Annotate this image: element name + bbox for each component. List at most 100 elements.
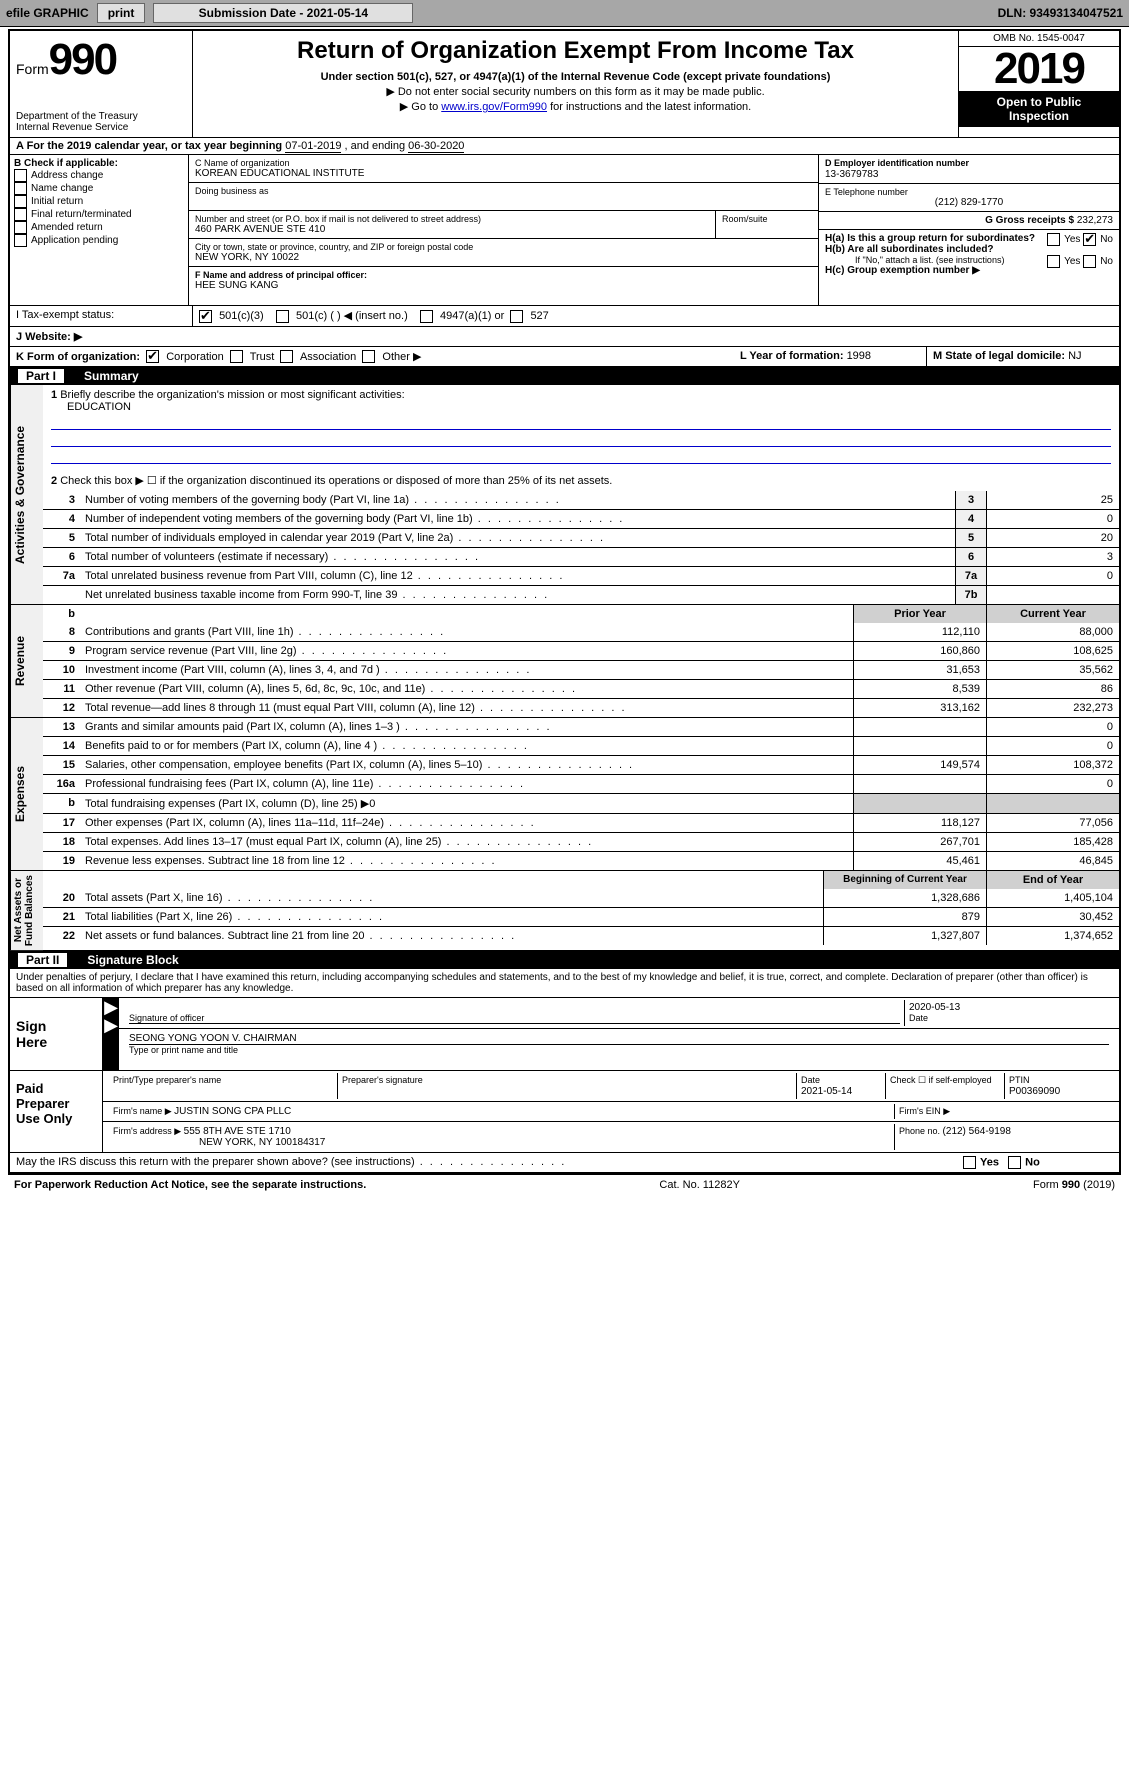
form-title: Return of Organization Exempt From Incom… — [201, 37, 950, 65]
checkbox-amended[interactable] — [14, 221, 27, 234]
sign-date: 2020-05-13 — [909, 1002, 1109, 1013]
ha-yes[interactable] — [1047, 233, 1060, 246]
tax-status-label: I Tax-exempt status: — [16, 309, 114, 321]
open-to-public: Open to PublicInspection — [959, 91, 1119, 127]
form-990: Form990 Department of the Treasury Inter… — [8, 29, 1121, 1174]
year-formed: 1998 — [847, 350, 871, 362]
website-label: J Website: ▶ — [10, 327, 88, 346]
cb-trust[interactable] — [230, 350, 243, 363]
street-address: 460 PARK AVENUE STE 410 — [195, 224, 709, 235]
org-name: KOREAN EDUCATIONAL INSTITUTE — [195, 168, 812, 179]
discuss-yes[interactable] — [963, 1156, 976, 1169]
cb-501c[interactable] — [276, 310, 289, 323]
ha-no[interactable] — [1083, 233, 1096, 246]
checkbox-initial-return[interactable] — [14, 195, 27, 208]
subtitle-1: Under section 501(c), 527, or 4947(a)(1)… — [201, 71, 950, 83]
table-row: 4Number of independent voting members of… — [43, 509, 1119, 528]
efile-label: efile GRAPHIC — [6, 6, 89, 20]
state-domicile: NJ — [1068, 350, 1081, 362]
hb-no[interactable] — [1083, 255, 1096, 268]
ein-value: 13-3679783 — [825, 169, 1113, 180]
prep-sig-hdr: Preparer's signature — [338, 1073, 797, 1099]
table-row: 21Total liabilities (Part X, line 26)879… — [43, 907, 1119, 926]
table-row: 15Salaries, other compensation, employee… — [43, 755, 1119, 774]
street-label: Number and street (or P.O. box if mail i… — [195, 214, 709, 224]
officer-printed-name: SEONG YONG YOON V. CHAIRMAN — [129, 1033, 1109, 1045]
table-row: Net unrelated business taxable income fr… — [43, 585, 1119, 604]
side-expenses: Expenses — [10, 718, 43, 870]
org-name-label: C Name of organization — [195, 158, 812, 168]
table-row: 16aProfessional fundraising fees (Part I… — [43, 774, 1119, 793]
room-label: Room/suite — [722, 214, 812, 224]
toolbar: efile GRAPHIC print Submission Date - 20… — [0, 0, 1129, 27]
table-row: bTotal fundraising expenses (Part IX, co… — [43, 793, 1119, 813]
firm-ein-label: Firm's EIN ▶ — [895, 1104, 1113, 1119]
table-row: 3Number of voting members of the governi… — [43, 491, 1119, 509]
city-state-zip: NEW YORK, NY 10022 — [195, 252, 812, 263]
cb-527[interactable] — [510, 310, 523, 323]
table-row: 7aTotal unrelated business revenue from … — [43, 566, 1119, 585]
officer-name: HEE SUNG KANG — [195, 280, 812, 291]
hb-yes[interactable] — [1047, 255, 1060, 268]
table-row: 14Benefits paid to or for members (Part … — [43, 736, 1119, 755]
side-revenue: Revenue — [10, 605, 43, 717]
row-a-tax-year: A For the 2019 calendar year, or tax yea… — [10, 138, 1119, 155]
form-ref: Form 990 (2019) — [1033, 1179, 1115, 1191]
cb-corp[interactable] — [146, 350, 159, 363]
sign-arrow-icon: ▶▶ — [103, 998, 119, 1070]
gross-receipts-value: 232,273 — [1077, 215, 1113, 226]
discuss-no[interactable] — [1008, 1156, 1021, 1169]
cb-501c3[interactable] — [199, 310, 212, 323]
ein-label: D Employer identification number — [825, 158, 969, 168]
name-title-label: Type or print name and title — [129, 1045, 1109, 1055]
line-2: Check this box ▶ ☐ if the organization d… — [60, 475, 612, 487]
checkbox-app-pending[interactable] — [14, 234, 27, 247]
side-net-assets: Net Assets or Fund Balances — [10, 871, 43, 950]
discuss-question: May the IRS discuss this return with the… — [10, 1153, 957, 1172]
hdr-prior: Prior Year — [853, 605, 986, 623]
dln-label: DLN: 93493134047521 — [998, 6, 1123, 20]
hdr-curr: Current Year — [986, 605, 1119, 623]
table-row: 18Total expenses. Add lines 13–17 (must … — [43, 832, 1119, 851]
table-row: 22Net assets or fund balances. Subtract … — [43, 926, 1119, 945]
firm-phone: (212) 564-9198 — [943, 1126, 1011, 1137]
dept-label: Department of the Treasury Internal Reve… — [16, 111, 186, 133]
checkbox-final-return[interactable] — [14, 208, 27, 221]
firm-name: JUSTIN SONG CPA PLLC — [174, 1106, 291, 1117]
checkbox-address-change[interactable] — [14, 169, 27, 182]
dba-label: Doing business as — [195, 186, 812, 196]
col-b-checkboxes: B Check if applicable: Address change Na… — [10, 155, 189, 305]
gross-receipts-label: G Gross receipts $ — [985, 215, 1077, 226]
part-1-header: Part ISummary — [10, 367, 1119, 385]
h-a: H(a) Is this a group return for subordin… — [825, 233, 1113, 244]
firm-address-1: 555 8TH AVE STE 1710 — [184, 1126, 291, 1137]
part-2-header: Part IISignature Block — [10, 951, 1119, 969]
mission-text: EDUCATION — [51, 401, 1111, 413]
table-row: 5Total number of individuals employed in… — [43, 528, 1119, 547]
cb-4947[interactable] — [420, 310, 433, 323]
phone-label: E Telephone number — [825, 187, 1113, 197]
table-row: 13Grants and similar amounts paid (Part … — [43, 718, 1119, 736]
print-button[interactable]: print — [97, 3, 146, 23]
checkbox-name-change[interactable] — [14, 182, 27, 195]
city-label: City or town, state or province, country… — [195, 242, 812, 252]
hdr-boy: Beginning of Current Year — [823, 871, 986, 889]
table-row: 11Other revenue (Part VIII, column (A), … — [43, 679, 1119, 698]
table-row: 10Investment income (Part VIII, column (… — [43, 660, 1119, 679]
tax-year: 2019 — [959, 47, 1119, 91]
phone-value: (212) 829-1770 — [825, 197, 1113, 208]
form-number: Form990 — [16, 35, 186, 85]
cb-other[interactable] — [362, 350, 375, 363]
rev-hdr-b: b — [43, 605, 81, 623]
sign-here-label: Sign Here — [10, 998, 103, 1070]
sig-officer-label: Signature of officer — [129, 1013, 900, 1024]
hdr-eoy: End of Year — [986, 871, 1119, 889]
table-row: 6Total number of volunteers (estimate if… — [43, 547, 1119, 566]
prep-date: 2021-05-14 — [801, 1086, 852, 1097]
self-employed-check: Check ☐ if self-employed — [886, 1073, 1005, 1099]
instructions-link[interactable]: www.irs.gov/Form990 — [441, 101, 547, 113]
submission-date-button[interactable]: Submission Date - 2021-05-14 — [153, 3, 413, 23]
prep-name-hdr: Print/Type preparer's name — [109, 1073, 338, 1099]
cb-assoc[interactable] — [280, 350, 293, 363]
pra-notice: For Paperwork Reduction Act Notice, see … — [14, 1179, 366, 1191]
